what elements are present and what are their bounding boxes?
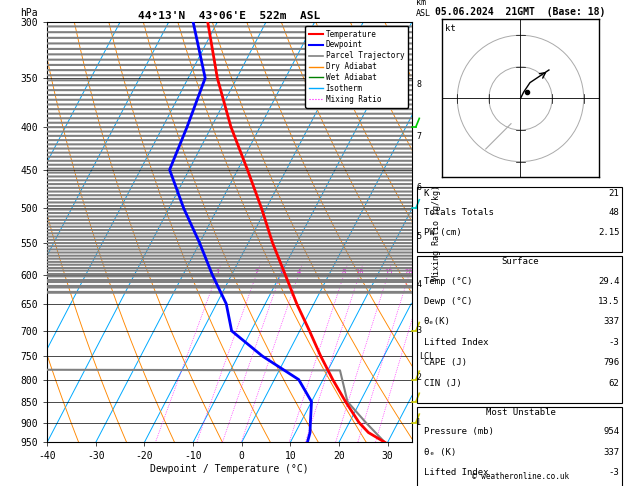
Text: Pressure (mb): Pressure (mb) [423, 427, 493, 436]
Text: 05.06.2024  21GMT  (Base: 18): 05.06.2024 21GMT (Base: 18) [435, 7, 606, 17]
Text: km
ASL: km ASL [416, 0, 431, 17]
Text: 29.4: 29.4 [598, 277, 620, 286]
Text: 15: 15 [384, 269, 392, 275]
Text: 62: 62 [609, 379, 620, 388]
Text: θₑ (K): θₑ (K) [423, 448, 456, 457]
Bar [417, 256, 621, 403]
Text: kt: kt [445, 24, 455, 33]
Title: 44°13'N  43°06'E  522m  ASL: 44°13'N 43°06'E 522m ASL [138, 11, 321, 21]
Text: 4: 4 [416, 280, 421, 289]
Text: PW (cm): PW (cm) [423, 228, 461, 237]
Text: 8: 8 [342, 269, 346, 275]
Text: Most Unstable: Most Unstable [486, 408, 555, 417]
Text: 13.5: 13.5 [598, 297, 620, 306]
Text: Surface: Surface [502, 257, 539, 266]
Text: 796: 796 [603, 358, 620, 367]
Text: © weatheronline.co.uk: © weatheronline.co.uk [472, 472, 569, 481]
X-axis label: Dewpoint / Temperature (°C): Dewpoint / Temperature (°C) [150, 464, 309, 474]
Text: 337: 337 [603, 448, 620, 457]
Text: Temp (°C): Temp (°C) [423, 277, 472, 286]
Text: 954: 954 [603, 427, 620, 436]
Text: 1: 1 [214, 269, 219, 275]
Text: 3: 3 [279, 269, 283, 275]
Text: Dewp (°C): Dewp (°C) [423, 297, 472, 306]
Text: Mixing Ratio (g/kg): Mixing Ratio (g/kg) [432, 185, 441, 279]
Text: 6: 6 [416, 183, 421, 191]
Text: K: K [423, 189, 429, 198]
Bar [417, 407, 621, 486]
Text: 2: 2 [254, 269, 259, 275]
Text: 337: 337 [603, 317, 620, 327]
Text: 2.15: 2.15 [598, 228, 620, 237]
Text: LCL: LCL [419, 351, 434, 361]
Text: 21: 21 [609, 189, 620, 198]
Text: 10: 10 [355, 269, 364, 275]
Text: hPa: hPa [20, 8, 38, 17]
Text: CAPE (J): CAPE (J) [423, 358, 467, 367]
Text: Totals Totals: Totals Totals [423, 208, 493, 217]
Text: -3: -3 [609, 468, 620, 477]
Text: CIN (J): CIN (J) [423, 379, 461, 388]
Text: 3: 3 [416, 327, 421, 335]
Text: 7: 7 [416, 132, 421, 141]
Text: -3: -3 [609, 338, 620, 347]
Text: 1: 1 [416, 418, 421, 427]
Text: θₑ(K): θₑ(K) [423, 317, 450, 327]
Text: 4: 4 [296, 269, 301, 275]
Bar [417, 187, 621, 252]
Text: 8: 8 [416, 80, 421, 89]
Text: Lifted Index: Lifted Index [423, 468, 488, 477]
Text: Lifted Index: Lifted Index [423, 338, 488, 347]
Text: 2: 2 [416, 373, 421, 382]
Text: 5: 5 [416, 232, 421, 241]
Legend: Temperature, Dewpoint, Parcel Trajectory, Dry Adiabat, Wet Adiabat, Isotherm, Mi: Temperature, Dewpoint, Parcel Trajectory… [305, 26, 408, 108]
Text: 20: 20 [404, 269, 413, 275]
Text: 48: 48 [609, 208, 620, 217]
